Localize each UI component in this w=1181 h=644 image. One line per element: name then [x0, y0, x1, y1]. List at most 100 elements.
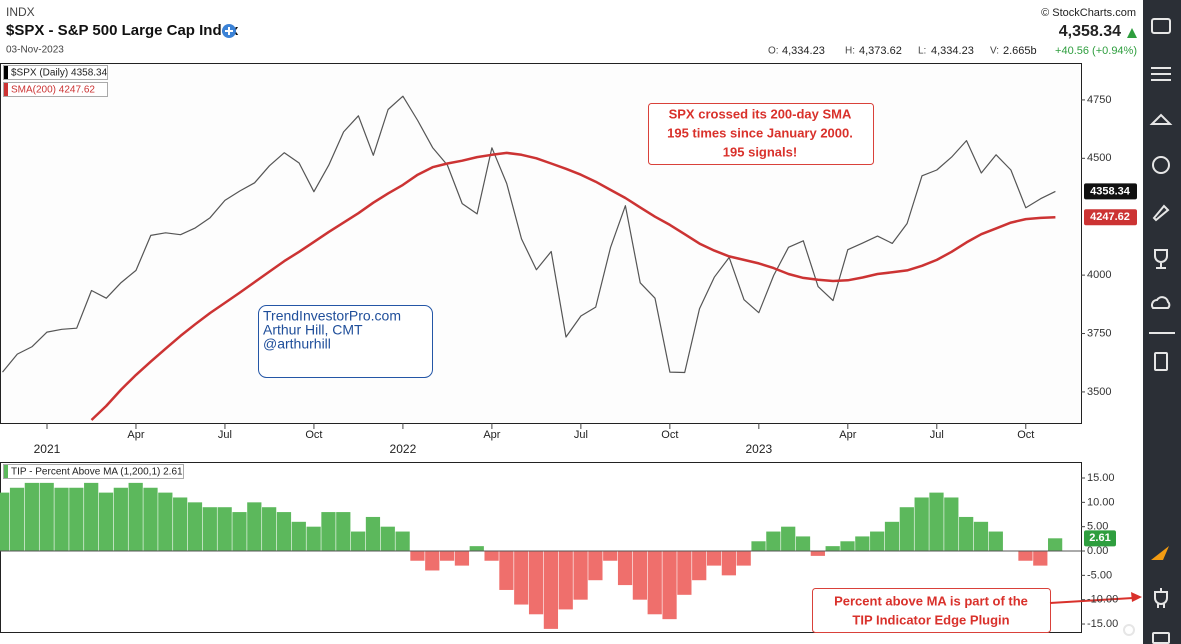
end-label-box — [1084, 209, 1137, 226]
indicator-title: TIP - Percent Above MA (1,200,1) 2.61 — [11, 467, 183, 478]
icon-gear[interactable] — [1123, 624, 1135, 636]
price-line — [2, 95, 1056, 374]
quote-label: O: — [768, 46, 779, 57]
indicator-bar — [662, 551, 677, 620]
annotation-text: TrendInvestorPro.com — [263, 308, 401, 324]
indicator-bar — [692, 551, 707, 581]
annotation-text: Percent above MA is part of the — [834, 593, 1028, 608]
indicator-bar — [840, 541, 855, 552]
end-label: 4358.34 — [1090, 185, 1131, 197]
indicator-bar — [870, 531, 885, 552]
symbol-title: $SPX - S&P 500 Large Cap Index — [6, 22, 239, 39]
source: © StockCharts.com — [1041, 7, 1136, 19]
annotation-box — [648, 103, 874, 165]
sidebar-icons — [1123, 18, 1175, 644]
indicator-bar — [113, 487, 128, 552]
annotation-text: TIP Indicator Edge Plugin — [852, 612, 1009, 627]
indicator-bar — [1033, 551, 1048, 566]
annotation-text: Arthur Hill, CMT — [263, 322, 363, 338]
indicator-bar — [721, 551, 736, 576]
y-tick-label: 15.00 — [1087, 472, 1115, 484]
annotation-arrowhead — [1131, 592, 1142, 602]
indicator-bar — [988, 531, 1003, 552]
quote-value: 2.665b — [1003, 45, 1037, 57]
indicator-bar — [24, 482, 39, 552]
indicator-bar — [543, 551, 559, 629]
y-tick-label: 4000 — [1087, 269, 1111, 281]
icon-chart[interactable] — [1151, 18, 1171, 34]
indicator-bar — [781, 526, 796, 552]
annotation-text: 195 signals! — [723, 144, 797, 159]
indicator-bar — [321, 512, 336, 552]
icon-panel[interactable] — [1152, 632, 1170, 644]
legend-entry: SMA(200) 4247.62 — [11, 85, 95, 96]
indicator-bar — [84, 482, 99, 552]
indicator-bar — [855, 536, 870, 552]
x-tick-label: Oct — [661, 429, 678, 441]
y-tick-label: 10.00 — [1087, 496, 1115, 508]
indicator-bar — [825, 546, 840, 552]
icon-cloud[interactable] — [1151, 296, 1171, 309]
annotation-box — [812, 588, 1051, 633]
indicator-bar — [810, 551, 825, 556]
legend-box — [3, 464, 184, 479]
y-tick-label: -5.00 — [1087, 569, 1112, 581]
indicator-bar — [914, 497, 929, 552]
x-tick-label: 2023 — [745, 442, 772, 456]
indicator-bar — [884, 521, 900, 552]
up-arrow — [1127, 28, 1137, 38]
indicator-bar — [247, 502, 262, 552]
annotation-box — [258, 305, 433, 378]
indicator-bar — [202, 507, 217, 552]
icon-rocket[interactable] — [1152, 204, 1170, 222]
indicator-bar — [410, 551, 425, 561]
y-tick-label: -10.00 — [1087, 594, 1118, 606]
x-tick-label: Oct — [1017, 429, 1034, 441]
end-label-box — [1084, 530, 1116, 547]
indicator-bar — [0, 492, 10, 552]
y-tick-label: 4500 — [1087, 152, 1111, 164]
legend-entry: $SPX (Daily) 4358.34 — [11, 68, 108, 79]
price-panel — [0, 63, 1082, 424]
quote-label: V: — [990, 46, 999, 57]
indicator-bar — [899, 507, 914, 552]
indicator-bar — [158, 492, 173, 552]
indicator-bar — [751, 541, 766, 552]
indicator-bar — [98, 492, 114, 552]
last-price: 4,358.34 — [1059, 23, 1121, 40]
icon-scan[interactable] — [1149, 113, 1173, 125]
indicator-bar — [306, 526, 321, 552]
annotation-text: 195 times since January 2000. — [667, 125, 853, 140]
indicator-bar — [217, 507, 232, 552]
icon-trophy[interactable] — [1154, 249, 1168, 269]
indicator-bar — [617, 551, 633, 586]
icon-document[interactable] — [1154, 352, 1168, 371]
icon-globe[interactable] — [1152, 156, 1170, 174]
indicator-bar — [262, 507, 277, 552]
quote-label: H: — [845, 46, 855, 57]
indicator-bar — [1048, 538, 1063, 552]
indicator-bar — [929, 492, 944, 552]
icon-edge[interactable] — [1151, 546, 1169, 560]
indicator-bar — [39, 482, 54, 552]
annotation-text: @arthurhill — [263, 336, 331, 352]
legend-box — [3, 82, 108, 97]
annotation-arrow — [1049, 597, 1134, 604]
indicator-bar — [647, 551, 662, 615]
indicator-bar — [484, 551, 499, 561]
y-tick-label: 4750 — [1087, 94, 1111, 106]
y-tick-label: 3500 — [1087, 386, 1111, 398]
end-label-box — [1084, 183, 1137, 200]
y-tick-label: 3750 — [1087, 327, 1111, 339]
indicator-bar — [439, 551, 455, 561]
x-tick-label: Jul — [218, 429, 232, 441]
x-tick-label: Jul — [574, 429, 588, 441]
indicator-bar — [351, 531, 366, 552]
x-tick-label: Apr — [839, 429, 856, 441]
icon-plugin[interactable] — [1154, 588, 1168, 608]
indicator-bar — [514, 551, 529, 605]
x-tick-label: 2021 — [34, 442, 61, 456]
icon-settings[interactable] — [1151, 67, 1171, 81]
indicator-bar — [973, 521, 989, 552]
